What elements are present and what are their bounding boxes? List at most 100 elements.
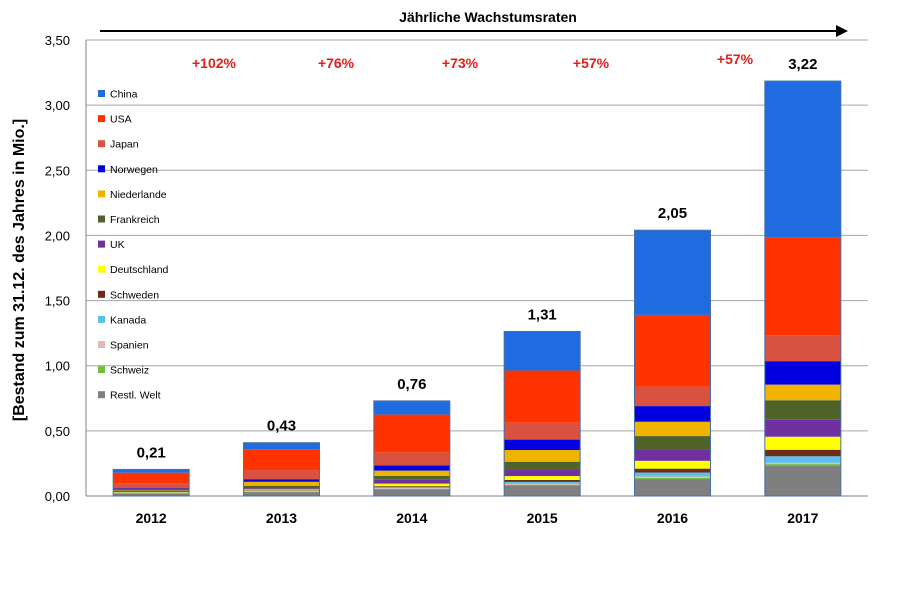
legend-swatch [98,115,105,123]
legend-label: Schweden [110,289,159,301]
total-label-2016: 2,05 [658,205,687,222]
bar-segment-kanada-2016 [634,472,711,477]
total-label-2014: 0,76 [397,376,426,393]
bar-segment-niederlande-2015 [504,450,581,462]
bar-segment-japan-2012 [113,483,190,489]
bar-segment-deutschland-2015 [504,476,581,480]
bar-segment-niederlande-2016 [634,421,711,437]
total-label-2013: 0,43 [267,418,296,435]
total-label-2017: 3,22 [788,56,817,73]
bar-segment-frankreich-2015 [504,461,581,470]
legend-swatch [98,165,105,173]
bar-segment-norwegen-2014 [373,465,450,471]
legend-label: UK [110,239,125,251]
x-tick-label-2013: 2013 [266,510,297,526]
bar-segment-usa-2017 [764,237,841,336]
bar-segment-china-2012 [113,469,190,473]
legend-label: Kanada [110,314,146,326]
y-tick-label: 3,00 [45,98,70,113]
y-tick-label: 0,50 [45,424,70,439]
bar-segment-restl-welt-2017 [764,466,841,496]
bar-segment-frankreich-2017 [764,400,841,420]
bar-segment-china-2013 [243,442,320,450]
bar-segment-china-2015 [504,331,581,371]
bar-segment-norwegen-2017 [764,361,841,385]
bar-segment-norwegen-2012 [113,488,190,490]
bar-segment-spanien-2015 [504,483,581,485]
bar-segment-frankreich-2016 [634,436,711,450]
bar-segment-restl-welt-2015 [504,485,581,496]
bar-segment-niederlande-2014 [373,470,450,476]
x-tick-label-2014: 2014 [396,510,427,526]
legend-label: Norwegen [110,164,158,176]
legend-swatch [98,265,105,273]
grid-layer [85,39,868,497]
bar-segment-uk-2015 [504,469,581,477]
bar-segment-schweden-2014 [373,486,450,488]
legend-swatch [98,341,105,348]
legend: China USA Japan Norwegen Niederlande Frankrei… [98,89,169,402]
bar-segment-japan-2016 [634,386,711,407]
bar-segment-schweden-2016 [634,468,711,473]
growth-rate-label: +76% [318,55,355,71]
legend-swatch [98,290,105,298]
bar-outline-2015 [503,330,581,497]
bar-segment-china-2016 [634,230,711,315]
bar-segment-spanien-2016 [634,476,711,478]
bar-segment-usa-2015 [504,370,581,423]
bars-layer [112,80,842,497]
bar-segment-deutschland-2017 [764,436,841,450]
bar-segment-uk-2016 [634,449,711,461]
bar-segment-usa-2014 [373,414,450,453]
bar-segment-schweden-2017 [764,449,841,457]
bar-segment-schweiz-2014 [373,488,450,490]
bar-segment-norwegen-2015 [504,439,581,451]
bar-segment-uk-2017 [764,419,841,437]
bar-outline-2016 [634,229,711,497]
bar-segment-norwegen-2013 [243,479,320,482]
bar-segment-china-2014 [373,400,450,415]
legend-swatch [98,391,105,399]
y-tick-label: 2,00 [45,228,70,243]
legend-label: Deutschland [110,264,169,276]
bar-segment-deutschland-2016 [634,460,711,469]
bar-segment-kanada-2015 [504,481,581,484]
bar-segment-usa-2016 [634,314,711,387]
bar-segment-deutschland-2014 [373,483,450,487]
bar-segment-schweiz-2015 [504,484,581,486]
bar-outline-2014 [373,400,451,497]
bar-outline-2012 [112,468,190,497]
bar-segment-china-2017 [764,81,841,238]
legend-swatch [98,90,105,97]
bar-segment-restl-welt-2016 [634,479,711,496]
bar-outline-2017 [764,80,842,497]
bar-segment-usa-2013 [243,449,320,471]
bar-segment-kanada-2014 [373,487,450,489]
y-tick-label: 1,00 [45,359,70,374]
bar-segment-uk-2014 [373,479,450,484]
x-tick-label-2012: 2012 [136,510,167,526]
legend-swatch [98,240,105,248]
bar-segment-japan-2013 [243,470,320,480]
bar-segment-frankreich-2013 [243,485,320,489]
labels-layer: 0,00 0,50 1,00 1,50 2,00 2,50 3,00 3,50 0,21 2012… [45,33,819,526]
legend-label: China [110,89,138,101]
legend-swatch [98,140,105,148]
bar-segment-kanada-2017 [764,456,841,463]
bar-segment-spanien-2014 [373,488,450,489]
legend-swatch [98,366,105,374]
bar-segment-restl-welt-2013 [243,492,320,496]
legend-label: Restl. Welt [110,390,161,402]
legend-swatch [98,190,105,198]
bar-segment-schweden-2013 [243,490,320,491]
legend-label: Japan [110,139,139,151]
bar-segment-japan-2017 [764,335,841,362]
bar-segment-usa-2012 [113,472,190,484]
growth-rate-label: +102% [192,55,237,71]
bar-segment-restl-welt-2012 [113,493,190,496]
bar-segment-schweiz-2017 [764,464,841,467]
legend-label: Schweiz [110,365,149,377]
legend-label: Frankreich [110,214,160,226]
bar-segment-frankreich-2012 [113,490,190,492]
y-axis-label: [Bestand zum 31.12. des Jahres in Mio.] [11,119,28,421]
